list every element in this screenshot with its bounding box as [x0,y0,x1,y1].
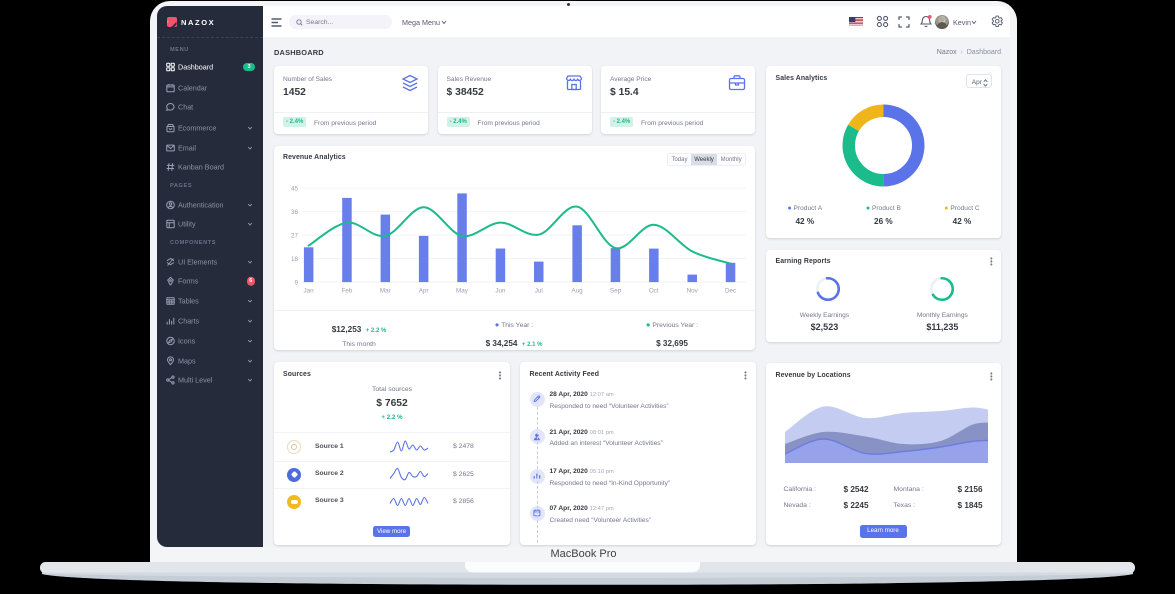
svg-text:Feb: Feb [342,288,353,295]
svg-text:Jan: Jan [304,288,315,295]
svg-text:36: 36 [291,209,298,216]
svg-text:Aug: Aug [572,288,584,295]
svg-text:Nov: Nov [687,288,699,295]
svg-text:9: 9 [294,280,298,287]
svg-text:May: May [456,288,469,295]
svg-text:Jun: Jun [495,288,506,295]
svg-text:45: 45 [291,186,298,193]
svg-text:Dec: Dec [725,288,736,295]
svg-text:Jul: Jul [535,288,543,295]
svg-text:Oct: Oct [649,288,659,295]
svg-text:Mar: Mar [380,288,391,295]
svg-text:18: 18 [291,256,298,263]
svg-text:27: 27 [291,233,298,240]
svg-text:Apr: Apr [419,288,429,295]
svg-text:Sep: Sep [610,288,622,295]
